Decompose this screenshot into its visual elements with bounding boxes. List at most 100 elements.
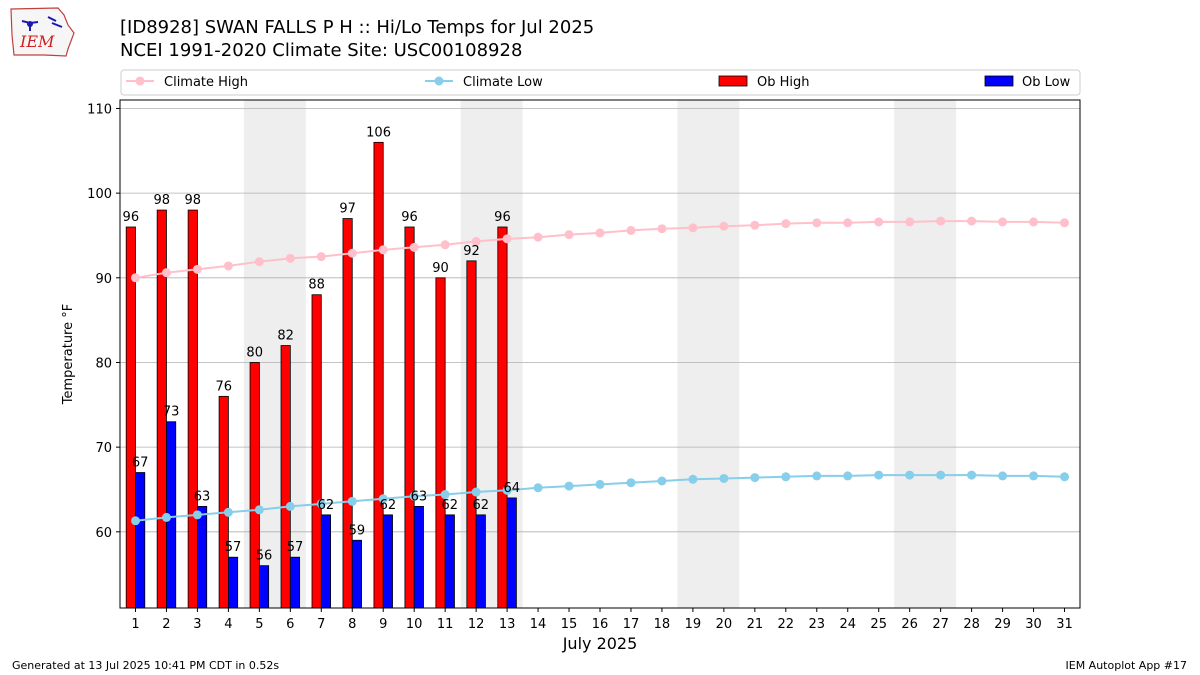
climate-low-point <box>161 512 171 522</box>
climate-high-point <box>1060 218 1070 228</box>
climate-low-point <box>967 470 977 480</box>
climate-low-point <box>905 470 915 480</box>
climate-high-point <box>626 225 636 235</box>
ob-low-bar <box>475 514 486 609</box>
climate-high-point <box>1029 217 1039 227</box>
climate-high-point <box>657 224 667 234</box>
ob-low-bar <box>135 472 146 609</box>
legend-box <box>120 69 1081 96</box>
climate-high-point <box>750 220 760 230</box>
ob-high-bar <box>497 226 508 609</box>
x-tick-label: 1 <box>131 617 139 632</box>
ob-high-bar <box>342 218 353 609</box>
x-tick-label: 18 <box>654 617 671 632</box>
y-tick-label: 70 <box>95 441 112 456</box>
climate-high-point <box>130 273 140 283</box>
ob-high-bar <box>373 141 384 609</box>
footer-app: IEM Autoplot App #17 <box>1065 659 1188 672</box>
bars <box>125 141 517 609</box>
x-tick-label: 26 <box>901 617 918 632</box>
footer-generated: Generated at 13 Jul 2025 10:41 PM CDT in… <box>12 659 280 672</box>
climate-low-point <box>657 476 667 486</box>
legend-climate-low-label: Climate Low <box>463 75 543 90</box>
climate-high-point <box>409 242 419 252</box>
climate-low-point <box>130 516 140 526</box>
climate-low-point <box>347 496 357 506</box>
legend-climate-high-marker <box>135 76 145 86</box>
climate-low-point <box>192 510 202 520</box>
climate-high-point <box>533 232 543 242</box>
climate-low-point <box>874 470 884 480</box>
x-tick-label: 13 <box>499 617 516 632</box>
x-tick-label: 2 <box>162 617 170 632</box>
x-tick-label: 3 <box>193 617 201 632</box>
y-axis-label: Temperature °F <box>61 304 76 405</box>
climate-high-point <box>502 234 512 244</box>
x-tick-label: 6 <box>286 617 294 632</box>
climate-low-point <box>750 473 760 483</box>
ob-high-bar <box>125 226 136 609</box>
climate-high-point <box>440 240 450 250</box>
ob-low-label: 57 <box>225 540 242 555</box>
chart-subtitle: NCEI 1991-2020 Climate Site: USC00108928 <box>120 40 523 61</box>
ob-low-label: 57 <box>287 540 304 555</box>
climate-high-point <box>781 219 791 229</box>
legend-climate-high-label: Climate High <box>164 75 248 90</box>
climate-high-point <box>378 245 388 255</box>
climate-high-point <box>316 252 326 262</box>
climate-low-point <box>688 474 698 484</box>
ob-high-label: 82 <box>277 329 294 344</box>
x-tick-label: 4 <box>224 617 232 632</box>
ob-high-bar <box>218 395 229 609</box>
climate-high-point <box>688 223 698 233</box>
climate-high-point <box>254 257 264 267</box>
x-tick-label: 12 <box>468 617 485 632</box>
x-tick-label: 28 <box>963 617 980 632</box>
x-tick-label: 24 <box>839 617 856 632</box>
y-tick-label: 60 <box>95 526 112 541</box>
logo-text: IEM <box>19 32 55 51</box>
x-tick-label: 8 <box>348 617 356 632</box>
ob-low-bar <box>289 556 301 609</box>
climate-high-point <box>936 216 946 226</box>
ob-low-label: 56 <box>256 549 273 564</box>
ob-low-label: 59 <box>349 523 366 538</box>
climate-low-point <box>285 501 295 511</box>
ob-low-label: 62 <box>442 498 459 513</box>
x-tick-label: 23 <box>809 617 826 632</box>
ob-low-label: 63 <box>194 489 211 504</box>
x-tick-label: 29 <box>994 617 1011 632</box>
climate-lines <box>130 216 1070 526</box>
climate-low-point <box>502 485 512 495</box>
x-tick-label: 17 <box>623 617 640 632</box>
climate-low-point <box>998 471 1008 481</box>
ob-high-label: 88 <box>308 278 325 293</box>
climate-low-point <box>626 478 636 488</box>
ob-low-bar <box>227 556 239 609</box>
climate-high-point <box>874 217 884 227</box>
climate-high-point <box>998 217 1008 227</box>
ob-high-label: 76 <box>215 379 232 394</box>
climate-low-point <box>533 483 543 493</box>
legend: Climate High Climate Low Ob High Ob Low <box>120 69 1081 96</box>
ob-high-label: 96 <box>401 210 418 225</box>
climate-low-point <box>564 481 574 491</box>
x-tick-label: 20 <box>716 617 733 632</box>
x-tick-label: 19 <box>685 617 702 632</box>
ob-high-label: 98 <box>184 193 201 208</box>
climate-low-point <box>409 491 419 501</box>
iem-logo: IEM <box>10 7 75 57</box>
ob-high-label: 96 <box>494 210 511 225</box>
ob-low-label: 67 <box>132 456 149 471</box>
legend-ob-high-swatch <box>718 75 748 87</box>
climate-low-point <box>254 505 264 515</box>
ob-low-bar <box>320 514 331 609</box>
x-tick-label: 25 <box>870 617 887 632</box>
ob-high-label: 90 <box>432 261 449 276</box>
ob-high-bar <box>466 260 477 609</box>
x-tick-label: 30 <box>1025 617 1042 632</box>
climate-low-point <box>440 490 450 500</box>
data-labels: 96 98 98 76 80 82 88 97 106 96 90 92 96 67 73 63 57 56 57 6… <box>123 125 520 563</box>
